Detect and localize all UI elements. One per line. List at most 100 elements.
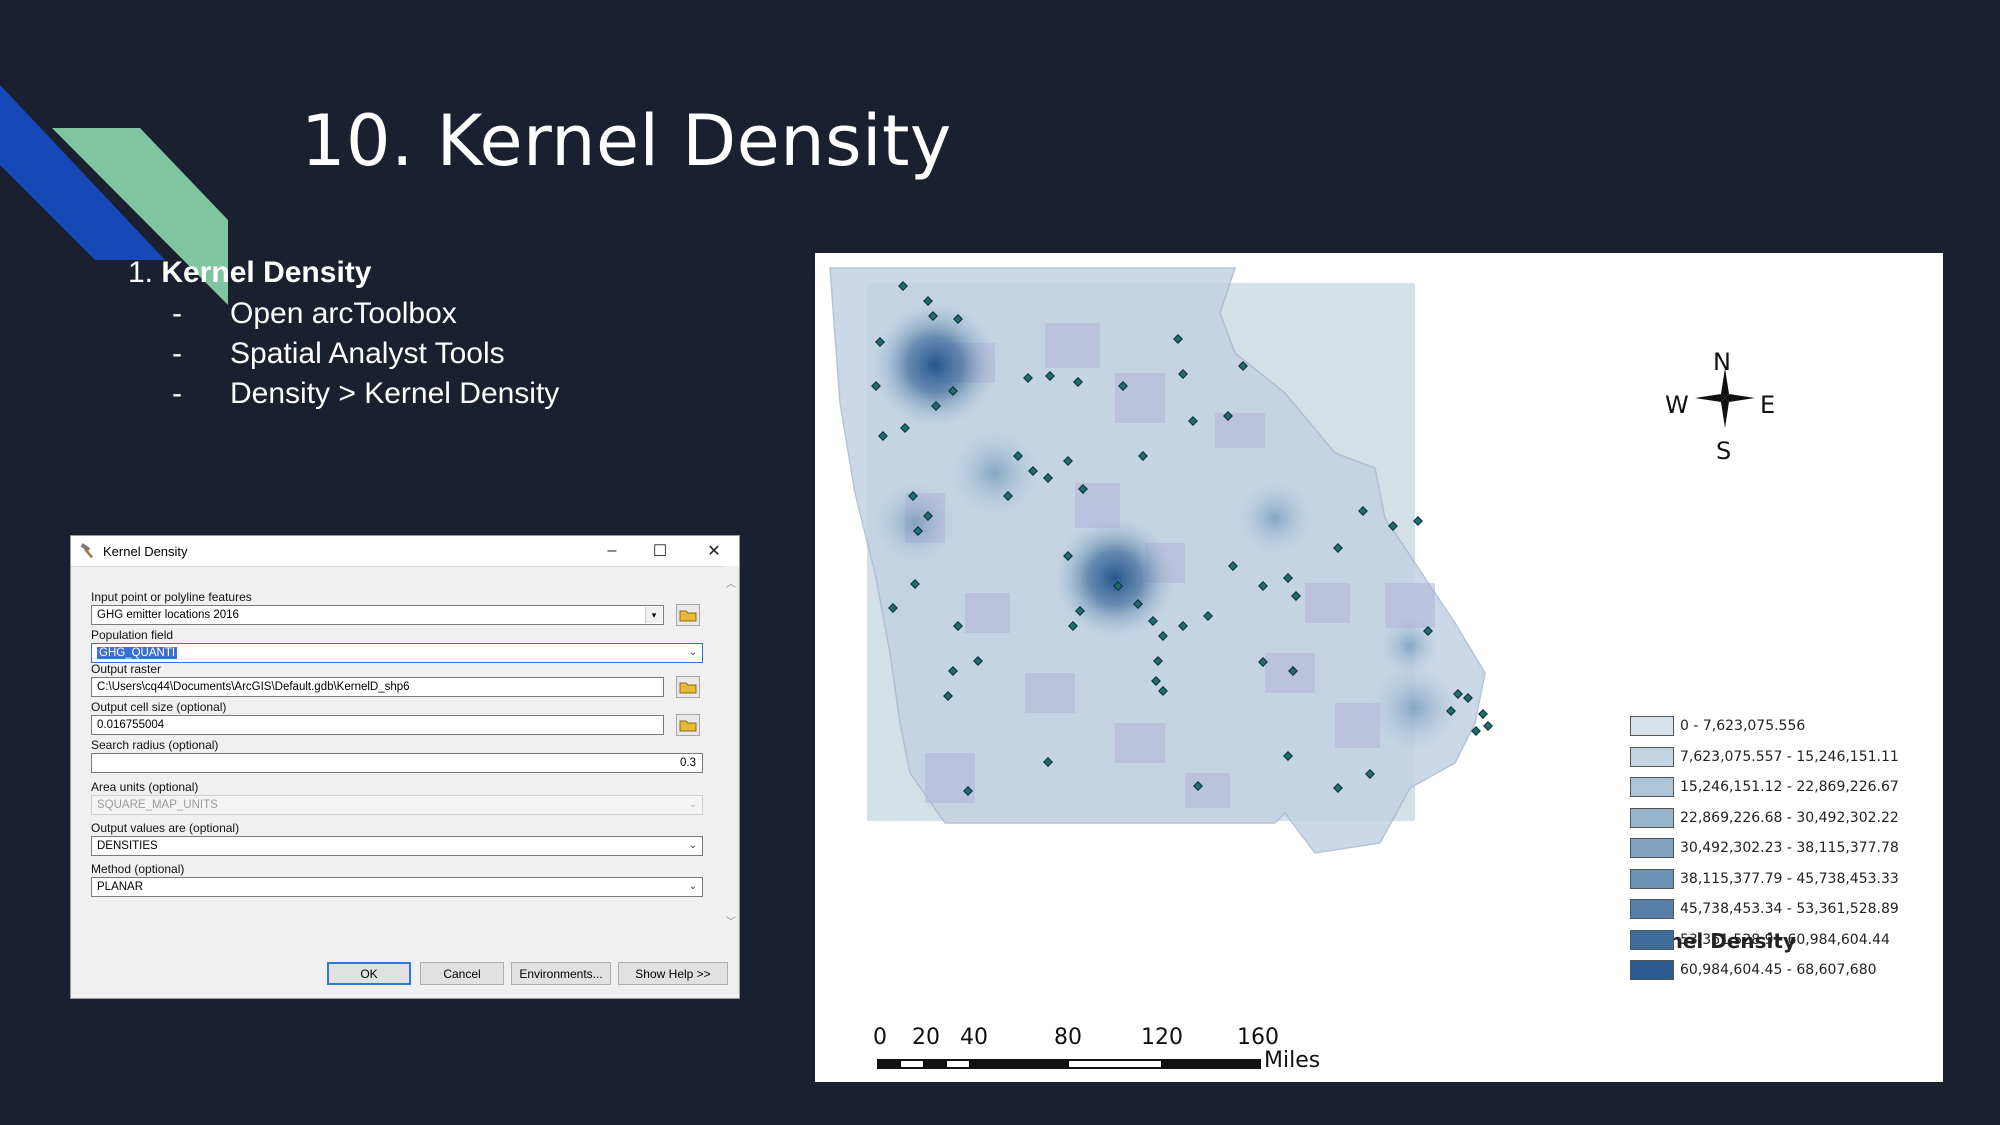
output-values-value: DENSITIES xyxy=(97,840,158,852)
legend-swatch xyxy=(1630,929,1674,950)
output-values-label: Output values are (optional) xyxy=(91,821,240,835)
legend-swatch xyxy=(1630,899,1674,919)
method-dropdown[interactable]: PLANAR ⌄ xyxy=(91,877,703,897)
folder-icon xyxy=(679,682,697,694)
bullet-sub-1: - Open arcToolbox xyxy=(128,294,559,334)
compass-west: W xyxy=(1665,391,1689,419)
bullet-main-label: Kernel Density xyxy=(161,256,372,289)
density-hotspot xyxy=(1237,480,1313,556)
legend-item: 0 - 7,623,075.556 xyxy=(1630,715,1805,737)
scroll-down-icon[interactable]: ﹀ xyxy=(726,916,736,928)
legend-label: 38,115,377.79 - 45,738,453.33 xyxy=(1680,870,1899,887)
legend-swatch xyxy=(1630,777,1674,797)
bullet-dash: - xyxy=(172,377,182,410)
legend-label: 15,246,151.12 - 22,869,226.67 xyxy=(1680,779,1899,795)
chevron-down-icon[interactable]: ⌄ xyxy=(688,881,698,892)
area-units-label: Area units (optional) xyxy=(91,780,199,794)
legend-swatch xyxy=(1630,838,1674,858)
output-raster-value: C:\Users\cq44\Documents\ArcGIS\Default.g… xyxy=(97,681,410,693)
search-radius-input[interactable]: 0.3 xyxy=(91,753,703,773)
legend-swatch xyxy=(1630,807,1674,828)
chevron-down-icon[interactable]: ⌄ xyxy=(688,647,698,658)
legend-item: 30,492,302.23 - 38,115,377.78 xyxy=(1630,837,1899,859)
scale-label: 120 xyxy=(1141,1025,1183,1050)
compass-south: S xyxy=(1716,437,1732,465)
density-hotspot xyxy=(1055,518,1175,638)
dropdown-arrow-icon[interactable]: ▾ xyxy=(645,607,662,623)
browse-folder-button[interactable] xyxy=(676,676,700,698)
cell-size-input[interactable]: 0.016755004 xyxy=(91,715,664,735)
chevron-down-icon[interactable]: ⌄ xyxy=(688,840,698,851)
area-units-value: SQUARE_MAP_UNITS xyxy=(97,799,218,811)
input-features-dropdown[interactable]: GHG emitter locations 2016 ▾ xyxy=(91,605,664,625)
scale-unit: Miles xyxy=(1264,1048,1321,1073)
output-values-dropdown[interactable]: DENSITIES ⌄ xyxy=(91,836,703,856)
density-map-panel: N S E W Kernel Density 0 - 7,623,075.556… xyxy=(815,253,1943,1082)
cancel-button[interactable]: Cancel xyxy=(420,962,504,985)
input-features-label: Input point or polyline features xyxy=(91,590,252,604)
output-raster-input[interactable]: C:\Users\cq44\Documents\ArcGIS\Default.g… xyxy=(91,677,664,697)
legend-label: 22,869,226.68 - 30,492,302.22 xyxy=(1680,809,1899,826)
scale-label: 160 xyxy=(1237,1025,1279,1050)
population-field-dropdown[interactable]: GHG_QUANTI ⌄ xyxy=(91,643,703,663)
search-radius-value: 0.3 xyxy=(680,757,696,769)
scale-label: 40 xyxy=(960,1025,988,1050)
bullet-dash: - xyxy=(172,337,182,370)
density-hotspot xyxy=(873,481,957,565)
bullet-sub-2: - Spatial Analyst Tools xyxy=(128,334,559,374)
georgia-density-map xyxy=(829,267,1493,854)
legend-label: 0 - 7,623,075.556 xyxy=(1680,718,1806,734)
search-radius-label: Search radius (optional) xyxy=(91,738,219,752)
bullet-sub-3: - Density > Kernel Density xyxy=(128,374,559,414)
area-units-dropdown[interactable]: SQUARE_MAP_UNITS ⌄ xyxy=(91,795,703,815)
folder-icon xyxy=(679,720,697,732)
bullet-sub-label: Density > Kernel Density xyxy=(230,377,560,410)
scale-bar xyxy=(877,1059,1261,1069)
legend-item: 53,361,528.9 - 60,984,604.44 xyxy=(1630,929,1890,951)
scale-label: 0 xyxy=(873,1025,887,1050)
cell-size-value: 0.016755004 xyxy=(97,719,165,731)
density-hotspot xyxy=(873,303,997,427)
slide-title: 10. Kernel Density xyxy=(301,100,952,182)
density-hotspot xyxy=(1370,663,1460,753)
method-value: PLANAR xyxy=(97,881,144,893)
legend-label: 7,623,075.557 - 15,246,151.11 xyxy=(1680,748,1899,765)
close-button[interactable]: ✕ xyxy=(707,543,721,560)
maximize-button[interactable]: ☐ xyxy=(652,543,668,560)
bullet-dash: - xyxy=(172,297,182,330)
scale-label: 80 xyxy=(1054,1025,1082,1050)
bullet-main: 1. Kernel Density xyxy=(128,256,559,290)
method-label: Method (optional) xyxy=(91,862,185,876)
legend-item: 45,738,453.34 - 53,361,528.89 xyxy=(1630,898,1899,920)
ok-button[interactable]: OK xyxy=(327,962,411,985)
legend-item: 38,115,377.79 - 45,738,453.33 xyxy=(1630,868,1899,890)
legend-swatch xyxy=(1630,716,1674,736)
output-raster-label: Output raster xyxy=(91,662,162,676)
legend-swatch xyxy=(1630,960,1674,980)
legend-swatch xyxy=(1630,746,1674,767)
density-hotspot xyxy=(1380,616,1440,676)
compass-east: E xyxy=(1760,391,1776,419)
compass-rose-icon xyxy=(1695,368,1755,428)
population-field-value: GHG_QUANTI xyxy=(95,646,179,660)
cell-size-label: Output cell size (optional) xyxy=(91,700,227,714)
compass-north: N xyxy=(1713,348,1731,376)
folder-icon xyxy=(679,610,697,622)
bullet-list: 1. Kernel Density - Open arcToolbox - Sp… xyxy=(128,256,559,414)
dialog-scrollbar[interactable]: ︿ ﹀ xyxy=(723,566,739,936)
legend-label: 30,492,302.23 - 38,115,377.78 xyxy=(1680,840,1899,856)
environments-button[interactable]: Environments... xyxy=(511,962,611,985)
minimize-button[interactable]: – xyxy=(607,542,617,559)
dialog-title: Kernel Density xyxy=(103,543,188,559)
browse-folder-button[interactable] xyxy=(676,604,700,626)
kernel-density-dialog: Kernel Density – ☐ ✕ Input point or poly… xyxy=(70,535,740,999)
show-help-button[interactable]: Show Help >> xyxy=(618,962,728,985)
chevron-down-icon[interactable]: ⌄ xyxy=(688,799,698,810)
dialog-content: Input point or polyline features GHG emi… xyxy=(71,566,723,937)
legend-item: 60,984,604.45 - 68,607,680 xyxy=(1630,959,1877,981)
scroll-up-icon[interactable]: ︿ xyxy=(726,578,736,590)
scale-label: 20 xyxy=(912,1025,940,1050)
dialog-titlebar[interactable]: Kernel Density – ☐ ✕ xyxy=(71,536,739,566)
browse-folder-button[interactable] xyxy=(676,714,700,736)
emitter-points xyxy=(871,281,1493,796)
